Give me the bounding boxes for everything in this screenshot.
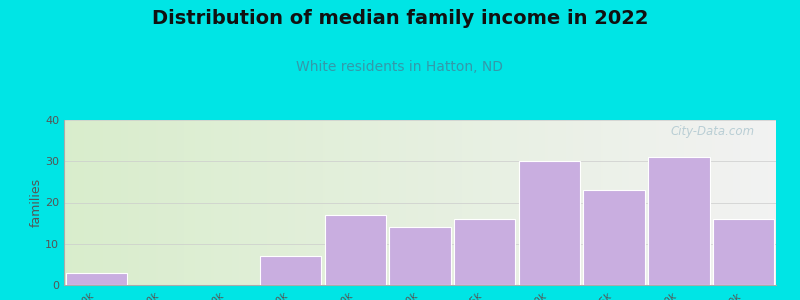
Bar xyxy=(518,161,580,285)
Bar xyxy=(390,227,450,285)
Bar xyxy=(66,273,127,285)
Text: Distribution of median family income in 2022: Distribution of median family income in … xyxy=(152,9,648,28)
Bar xyxy=(713,219,774,285)
Y-axis label: families: families xyxy=(30,178,42,227)
Text: City-Data.com: City-Data.com xyxy=(670,125,754,138)
Bar xyxy=(260,256,322,285)
Bar xyxy=(325,215,386,285)
Bar xyxy=(648,157,710,285)
Bar xyxy=(583,190,645,285)
Text: White residents in Hatton, ND: White residents in Hatton, ND xyxy=(297,60,503,74)
Bar xyxy=(454,219,515,285)
